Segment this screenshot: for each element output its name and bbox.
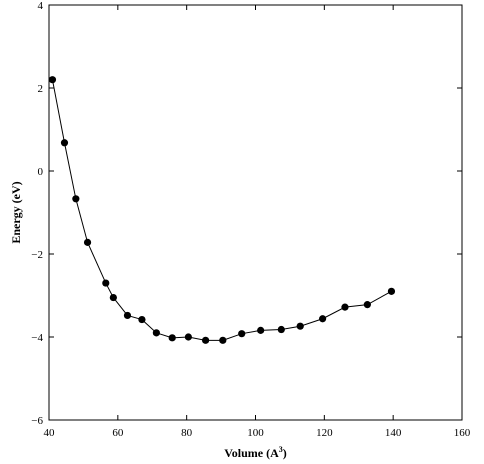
x-tick-label-2: 80 xyxy=(181,427,193,439)
data-point-0-0 xyxy=(48,76,57,84)
y-tick-label-1: 2 xyxy=(38,83,44,95)
data-point-0-2 xyxy=(72,195,80,203)
data-point-0-3 xyxy=(83,238,92,246)
data-point-0-6 xyxy=(123,311,132,320)
data-point-0-18 xyxy=(341,303,349,311)
data-point-0-20 xyxy=(387,287,396,295)
x-tick-label-0: 40 xyxy=(44,427,56,439)
data-point-0-15 xyxy=(277,325,285,334)
y-tick-label-2: 0 xyxy=(38,166,44,178)
data-point-0-4 xyxy=(102,279,110,287)
data-point-0-7 xyxy=(138,315,146,324)
x-axis-title: Volume (A3) xyxy=(224,445,287,460)
data-point-0-17 xyxy=(319,315,327,323)
series-line-0 xyxy=(51,79,392,341)
axis-ticks xyxy=(48,4,463,421)
y-tick-label-0: 4 xyxy=(38,0,44,12)
data-point-0-1 xyxy=(60,139,69,147)
x-tick-label-4: 120 xyxy=(316,427,333,439)
x-tick-label-5: 140 xyxy=(385,427,402,439)
data-point-0-13 xyxy=(238,330,246,338)
y-tick-label-3: −2 xyxy=(31,249,43,261)
x-tick-label-6: 160 xyxy=(454,427,471,439)
data-point-0-5 xyxy=(109,293,117,302)
data-point-0-19 xyxy=(363,301,371,309)
y-tick-label-4: −4 xyxy=(31,332,43,344)
data-point-0-8 xyxy=(152,329,160,337)
series-layer xyxy=(48,76,396,344)
x-tick-label-1: 60 xyxy=(112,427,124,439)
tick-labels: 40 60 80 100 120 140 160 4 2 0 −2 −4 −6 xyxy=(31,0,470,439)
x-tick-label-3: 100 xyxy=(247,427,264,439)
data-point-0-11 xyxy=(201,336,210,344)
y-tick-label-5: −6 xyxy=(31,415,43,427)
data-point-0-12 xyxy=(219,336,227,344)
data-point-0-10 xyxy=(184,333,192,341)
data-point-0-9 xyxy=(168,334,176,342)
plot-frame xyxy=(48,4,463,421)
data-point-0-16 xyxy=(296,322,304,330)
y-axis-title: Energy (eV) xyxy=(9,181,23,243)
data-point-0-14 xyxy=(257,326,265,334)
